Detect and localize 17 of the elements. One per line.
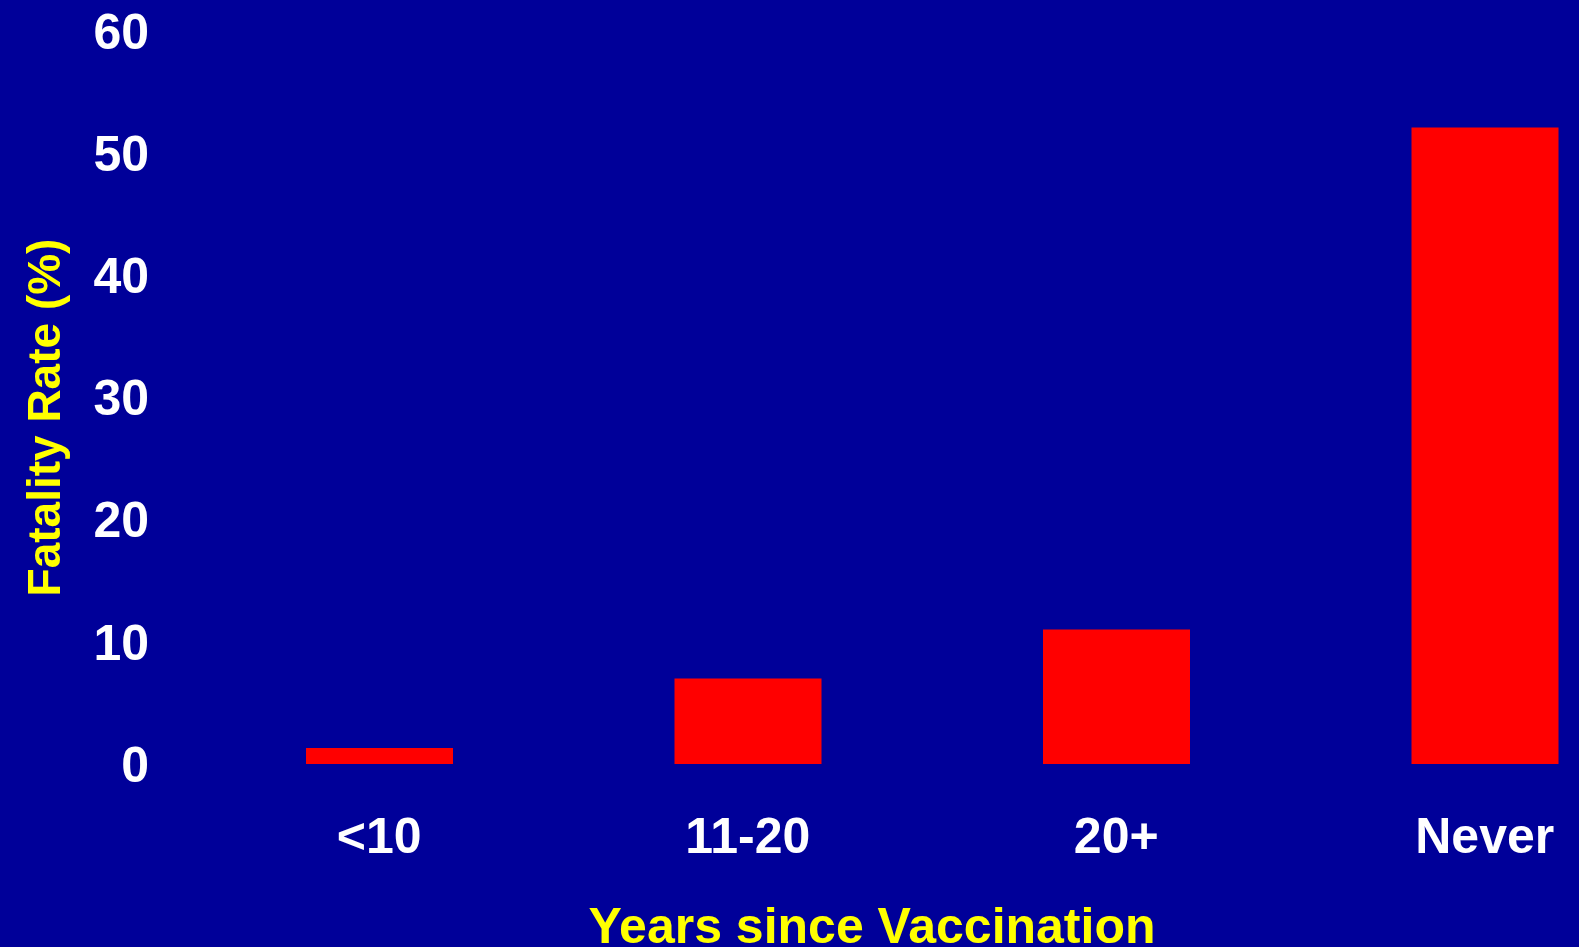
bar [674,678,822,764]
y-tick-label: 60 [93,3,149,60]
y-tick-label: 50 [93,125,149,182]
bar [306,748,453,764]
y-axis-title: Fatality Rate (%) [18,238,70,597]
x-tick-label: 11-20 [685,807,811,864]
x-axis-title: Years since Vaccination [588,898,1156,947]
bar [1411,127,1559,764]
y-tick-label: 40 [93,248,149,305]
bar [1043,629,1190,764]
x-tick-label: <10 [336,807,422,864]
x-tick-label: 20+ [1073,807,1159,864]
y-tick-label: 20 [93,492,149,549]
x-tick-label: Never [1415,807,1555,864]
y-tick-label: 30 [93,370,149,427]
y-tick-label: 0 [121,736,149,793]
y-tick-label: 10 [93,614,149,671]
